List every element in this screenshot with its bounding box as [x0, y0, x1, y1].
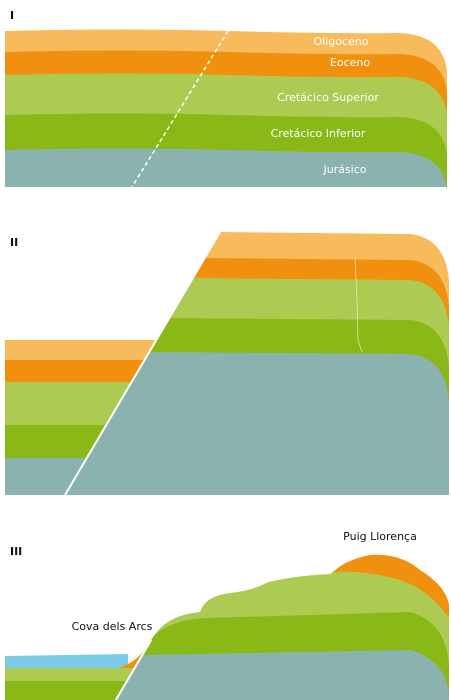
- layer-label: Cretácico Inferior: [271, 127, 366, 140]
- layer-label: Cretácico Superior: [277, 91, 379, 104]
- layer-label: Oligoceno: [314, 35, 369, 48]
- sea: [5, 654, 128, 668]
- panel-label: II: [10, 236, 18, 249]
- stratum: [5, 149, 447, 191]
- stratum: [5, 681, 127, 700]
- stratum: [116, 650, 449, 700]
- panel-label: I: [10, 9, 14, 22]
- place-label: Puig Llorença: [343, 530, 417, 543]
- strata: [5, 30, 449, 700]
- panel-label: III: [10, 545, 22, 558]
- layer-label: Jurásico: [322, 163, 366, 176]
- geology-diagram: I II III Oligoceno Eoceno Cretácico Supe…: [0, 0, 451, 700]
- layer-label: Eoceno: [330, 56, 370, 69]
- place-label: Cova dels Arcs: [72, 620, 153, 633]
